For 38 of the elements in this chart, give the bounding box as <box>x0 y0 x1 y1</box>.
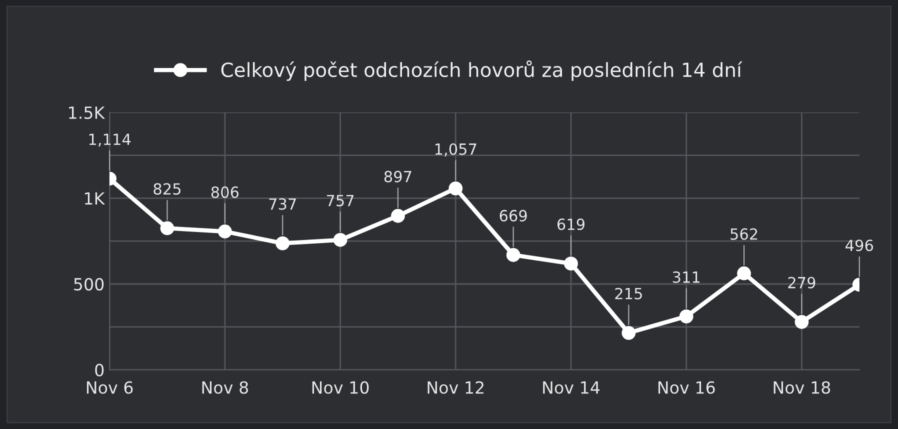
data-label: 279 <box>788 276 816 288</box>
y-tick-label: 1.5K <box>69 106 106 119</box>
point <box>622 326 636 340</box>
x-tick-label: Nov 6 <box>86 381 133 394</box>
data-label: 806 <box>211 186 239 198</box>
x-tick-label: Nov 16 <box>658 381 715 394</box>
point <box>391 208 405 223</box>
point <box>276 236 290 250</box>
point <box>506 248 520 262</box>
legend-label: Celkový počet odchozích hovorů za posledních 14 dní <box>221 60 742 81</box>
point <box>794 314 809 329</box>
data-label: 1,114 <box>89 134 131 147</box>
data-label: 215 <box>615 288 642 300</box>
data-label: 496 <box>846 240 874 252</box>
point <box>737 266 751 280</box>
data-label: 757 <box>326 195 354 206</box>
point <box>333 232 348 247</box>
data-label: 897 <box>384 170 412 182</box>
data-label: 737 <box>269 198 296 210</box>
point <box>448 181 463 196</box>
data-label: 669 <box>500 210 527 222</box>
data-label: 311 <box>672 271 700 283</box>
data-label: 1,057 <box>435 143 476 156</box>
x-tick-label: Nov 10 <box>312 381 369 394</box>
point <box>679 309 694 324</box>
y-tick-label: 500 <box>74 278 104 291</box>
point <box>218 224 232 238</box>
data-label: 562 <box>730 228 758 240</box>
point <box>564 256 578 271</box>
x-tick-label: Nov 14 <box>543 381 600 394</box>
y-tick-label: 0 <box>95 364 104 376</box>
x-tick-label: Nov 12 <box>428 381 484 394</box>
y-tick-label: 1K <box>84 192 106 205</box>
point <box>160 221 174 236</box>
data-label: 619 <box>557 218 584 230</box>
x-tick-label: Nov 8 <box>202 381 248 394</box>
x-tick-label: Nov 18 <box>774 381 830 394</box>
data-label: 825 <box>154 183 180 195</box>
